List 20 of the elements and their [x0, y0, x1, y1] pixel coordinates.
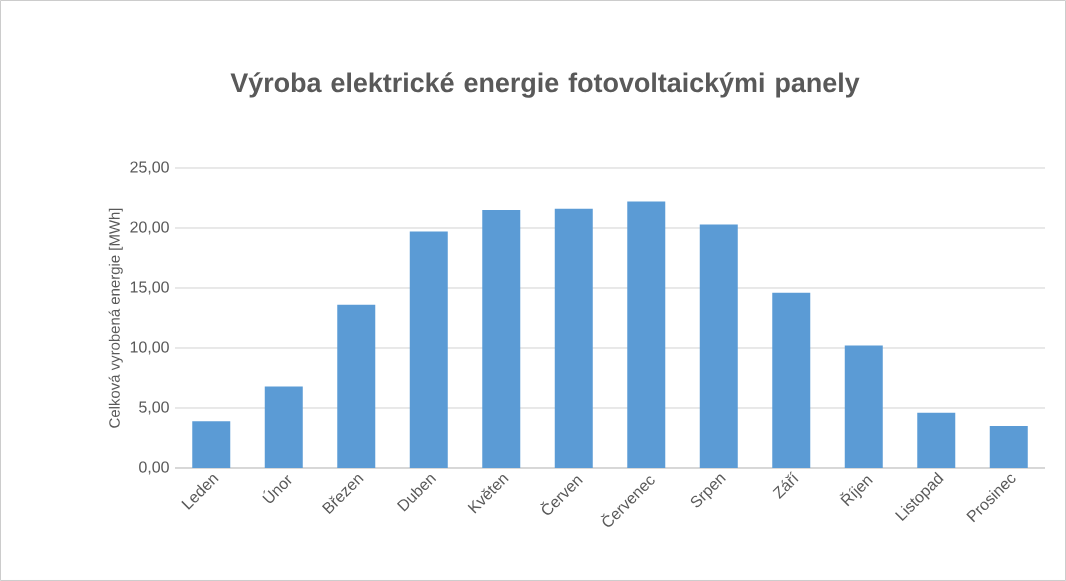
y-tick-label: 10,00: [130, 341, 169, 355]
bar: [337, 304, 376, 468]
bar: [917, 412, 956, 468]
bar: [482, 209, 521, 468]
bar: [772, 292, 811, 468]
y-tick-label: 0,00: [139, 461, 169, 475]
bar: [554, 208, 593, 468]
chart-title: Výroba elektrické energie fotovoltaickými panely: [230, 72, 860, 98]
bar: [989, 425, 1028, 468]
bar: [192, 421, 231, 468]
y-axis-title: Celková vyrobená energie [MWh]: [108, 208, 123, 428]
y-tick-label: 25,00: [130, 161, 169, 175]
bar: [699, 224, 738, 468]
y-tick-label: 5,00: [139, 401, 169, 415]
bar: [409, 231, 448, 468]
bar: [844, 345, 883, 468]
bar: [627, 201, 666, 468]
y-tick-label: 15,00: [130, 281, 169, 295]
y-tick-label: 20,00: [130, 221, 169, 235]
bar: [264, 386, 303, 468]
